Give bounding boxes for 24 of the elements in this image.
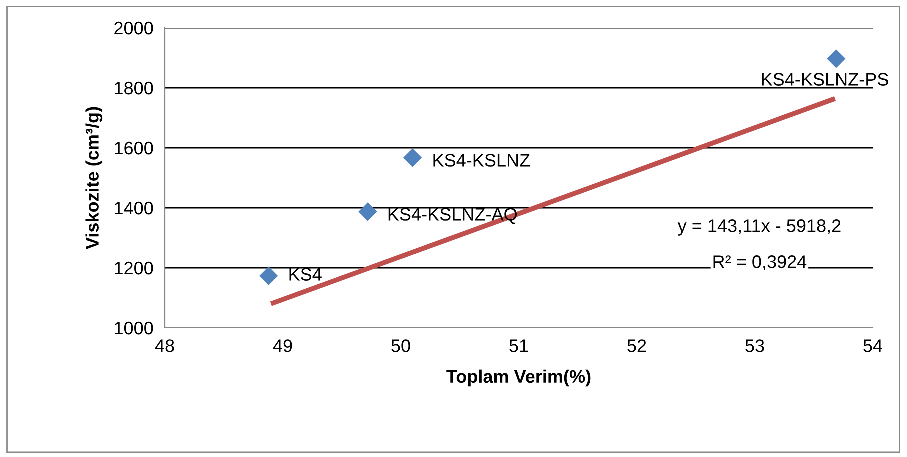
point (358, 202, 378, 222)
y-tick-label: 2000 (114, 22, 154, 35)
y-tick-label: 1200 (115, 262, 154, 275)
annotation: KS4-KSLNZ (434, 154, 530, 167)
x-tick-label: 52 (628, 340, 646, 352)
x-tick-label: 54 (864, 340, 883, 352)
x-tick-label: 50 (392, 340, 410, 352)
y-axis-title: Viskozite (cm³/g) (86, 107, 103, 250)
x-tick-label: 53 (746, 340, 764, 352)
x-tick-label: 49 (273, 340, 292, 352)
x-tick-label: 51 (510, 340, 528, 352)
point (260, 266, 278, 286)
annotation: y = 143,11x - 5918,2 (678, 220, 841, 236)
x-tick-label: 48 (155, 340, 174, 352)
x-axis-title: Toplam Verim(%) (446, 370, 591, 387)
point (827, 50, 846, 68)
y-tick-label: 1600 (115, 142, 154, 155)
annotation: KS4 (290, 268, 322, 281)
y-tick-label: 1800 (115, 82, 154, 95)
point (403, 148, 422, 168)
annotation: KS4-KSLNZ-PS (762, 73, 888, 86)
y-tick-label: 1400 (115, 202, 154, 215)
annotation: R² = 0,3924 (714, 256, 807, 270)
y-tick-label: 1000 (115, 322, 154, 335)
